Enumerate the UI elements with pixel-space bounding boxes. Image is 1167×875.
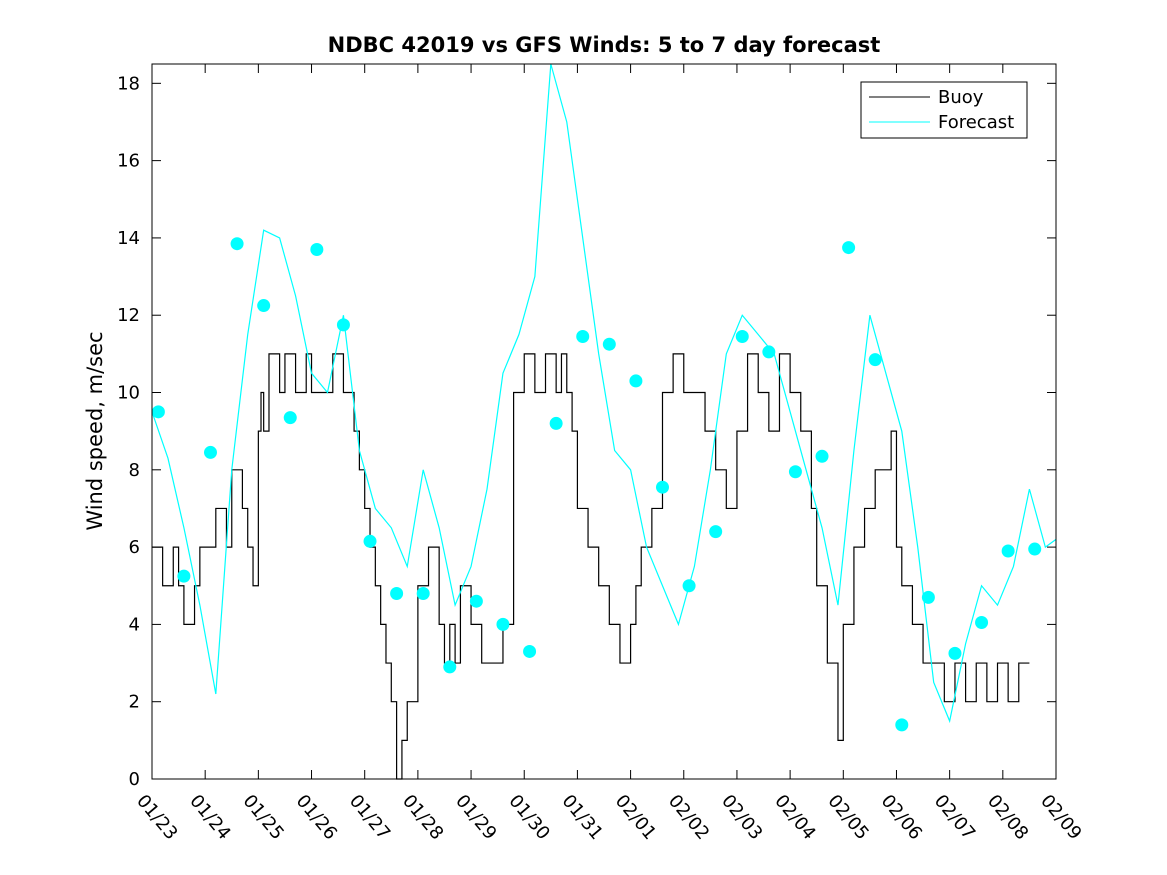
forecast-marker: [151, 405, 165, 419]
y-tick-label: 12: [117, 305, 140, 326]
y-tick-label: 14: [117, 228, 140, 249]
y-axis-label: Wind speed, m/sec: [83, 331, 107, 530]
forecast-marker: [416, 586, 430, 600]
buoy-line: [152, 353, 1030, 780]
legend-label-forecast: Forecast: [938, 112, 1014, 133]
forecast-marker: [602, 337, 616, 351]
forecast-marker: [629, 374, 643, 388]
forecast-marker: [443, 660, 457, 674]
forecast-marker: [1028, 542, 1042, 556]
forecast-marker: [576, 329, 590, 343]
y-tick-label: 2: [129, 692, 140, 713]
y-tick-label: 8: [129, 460, 140, 481]
legend-label-buoy: Buoy: [938, 87, 984, 108]
forecast-marker: [868, 353, 882, 367]
forecast-marker: [682, 579, 696, 593]
legend-box: [860, 81, 1028, 139]
series-buoy: [152, 353, 1030, 780]
axes-frame: [151, 63, 1057, 780]
forecast-marker: [815, 449, 829, 463]
forecast-marker: [895, 718, 909, 732]
y-tick-label: 18: [117, 73, 140, 94]
forecast-marker: [735, 329, 749, 343]
chart-title: NDBC 42019 vs GFS Winds: 5 to 7 day fore…: [328, 33, 881, 57]
series-forecast: [151, 63, 1057, 724]
forecast-marker: [523, 644, 537, 658]
forecast-marker: [762, 345, 776, 359]
y-tick-label: 4: [129, 614, 140, 635]
y-tick-label: 0: [129, 769, 140, 790]
forecast-marker: [177, 569, 191, 583]
forecast-marker: [975, 615, 989, 629]
forecast-marker: [469, 594, 483, 608]
forecast-marker: [709, 525, 723, 539]
forecast-marker: [842, 241, 856, 255]
forecast-marker: [203, 445, 217, 459]
forecast-marker: [655, 480, 669, 494]
forecast-marker: [230, 237, 244, 251]
forecast-marker: [921, 590, 935, 604]
forecast-marker: [283, 411, 297, 425]
forecast-marker: [1001, 544, 1015, 558]
forecast-marker: [549, 416, 563, 430]
forecast-marker: [257, 299, 271, 313]
y-tick-label: 10: [117, 383, 140, 404]
forecast-marker: [948, 646, 962, 660]
forecast-marker: [363, 534, 377, 548]
forecast-marker: [336, 318, 350, 332]
forecast-markers: [151, 237, 1042, 732]
forecast-line: [151, 63, 1057, 724]
forecast-marker: [390, 586, 404, 600]
legend: Buoy Forecast: [860, 81, 1028, 139]
y-axis-ticks: 0 2 4 6 8 10 12 14 16 18: [117, 73, 1056, 790]
forecast-marker: [496, 617, 510, 631]
y-tick-label: 16: [117, 151, 140, 172]
forecast-marker: [788, 465, 802, 479]
y-tick-label: 6: [129, 537, 140, 558]
forecast-marker: [310, 243, 324, 257]
